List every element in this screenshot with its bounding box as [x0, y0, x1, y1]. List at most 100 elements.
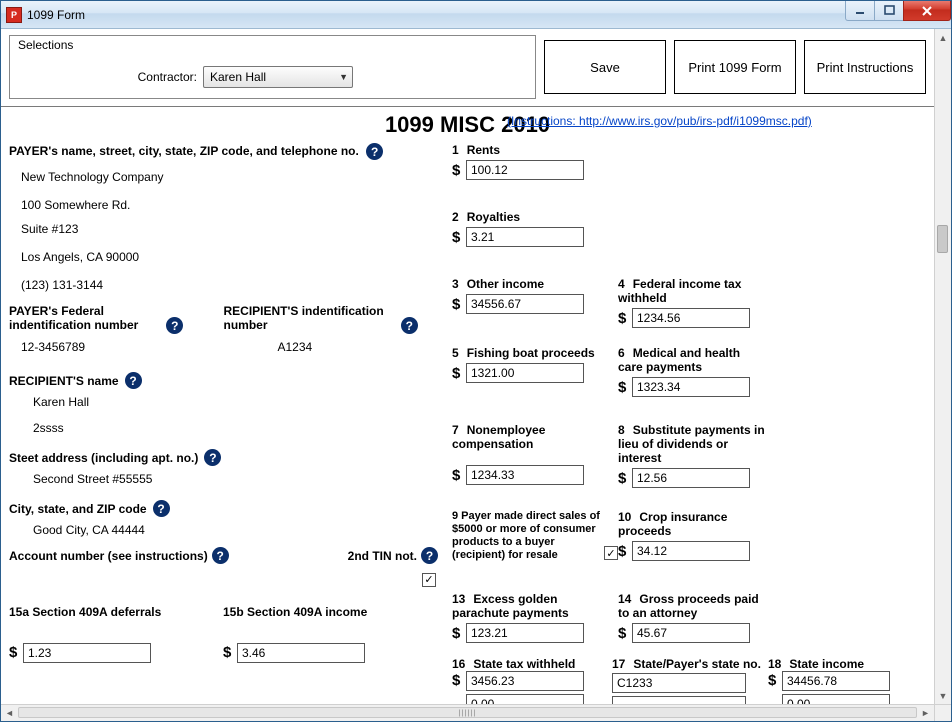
box-18a-input[interactable] — [782, 671, 890, 691]
box-18-label: State income — [789, 657, 864, 671]
print-1099-button[interactable]: Print 1099 Form — [674, 40, 796, 94]
payer-city: Los Angels, CA 90000 — [21, 250, 438, 264]
scroll-down-icon[interactable]: ▼ — [936, 687, 951, 704]
box-14-input[interactable] — [632, 623, 750, 643]
box-17a-input[interactable] — [612, 673, 746, 693]
grid-row-2: 2Royalties $ — [452, 210, 926, 259]
grid-row-1: 1Rents $ — [452, 143, 926, 192]
contractor-dropdown[interactable]: Karen Hall ▼ — [203, 66, 353, 88]
help-icon[interactable]: ? — [401, 317, 418, 334]
selections-label: Selections — [18, 38, 527, 52]
dollar-icon: $ — [452, 162, 466, 179]
help-icon[interactable]: ? — [153, 500, 170, 517]
scroll-thumb[interactable] — [18, 707, 917, 718]
box-10-input[interactable] — [632, 541, 750, 561]
scroll-up-icon[interactable]: ▲ — [936, 29, 951, 46]
box-2-input[interactable] — [466, 227, 584, 247]
instructions-link[interactable]: (Instructions: http://www.irs.gov/pub/ir… — [507, 114, 812, 128]
box-1: 1Rents $ — [452, 143, 618, 192]
dollar-icon: $ — [618, 543, 632, 560]
left-column: PAYER's name, street, city, state, ZIP c… — [9, 143, 452, 704]
second-tin-label: 2nd TIN not. — [348, 549, 417, 563]
box-15b-input[interactable] — [237, 643, 365, 663]
close-icon — [921, 5, 933, 17]
dollar-icon: $ — [9, 644, 23, 661]
right-column: 1Rents $ 2Royalties $ — [452, 143, 926, 704]
box-14: 14Gross proceeds paid to an attorney $ — [618, 592, 774, 655]
grid-row-1314: 13Excess golden parachute payments $ 14G… — [452, 592, 926, 655]
save-button[interactable]: Save — [544, 40, 666, 94]
close-button[interactable] — [903, 1, 951, 21]
box-4-input[interactable] — [632, 308, 750, 328]
payer-name: New Technology Company — [21, 170, 438, 184]
help-icon[interactable]: ? — [166, 317, 183, 334]
top-row: Selections Contractor: Karen Hall ▼ Save… — [9, 35, 926, 99]
box-15a-input[interactable] — [23, 643, 151, 663]
box-2-label: Royalties — [467, 210, 520, 224]
help-icon[interactable]: ? — [421, 547, 438, 564]
box-3-label: Other income — [467, 277, 544, 291]
grid-row-56: 5Fishing boat proceeds $ 6Medical and he… — [452, 346, 926, 409]
box-18: 18State income $ — [768, 657, 908, 704]
box-16a-input[interactable] — [466, 671, 584, 691]
help-icon[interactable]: ? — [204, 449, 221, 466]
box-17b-input[interactable] — [612, 696, 746, 704]
dollar-icon: $ — [452, 229, 466, 246]
payer-addr1: 100 Somewhere Rd. — [21, 198, 438, 212]
box-18b-input[interactable] — [782, 694, 890, 704]
scroll-left-icon[interactable]: ◄ — [1, 706, 18, 721]
app-icon: P — [6, 7, 22, 23]
scroll-track[interactable] — [935, 46, 951, 687]
maximize-button[interactable] — [874, 1, 904, 21]
street-row: Steet address (including apt. no.) ? — [9, 449, 438, 466]
box-15a-label: 15a Section 409A deferrals — [9, 605, 223, 619]
help-icon[interactable]: ? — [125, 372, 142, 389]
grip-icon — [459, 709, 477, 716]
dollar-icon: $ — [452, 625, 466, 642]
box-16b-input[interactable] — [466, 694, 584, 704]
dollar-icon: $ — [768, 672, 782, 704]
box-17-label: State/Payer's state no. — [633, 657, 761, 671]
box-6-input[interactable] — [632, 377, 750, 397]
form-body: PAYER's name, street, city, state, ZIP c… — [9, 143, 926, 704]
dollar-icon: $ — [618, 470, 632, 487]
box-15b: 15b Section 409A income $ — [223, 605, 437, 663]
help-icon[interactable]: ? — [366, 143, 383, 160]
box-5-input[interactable] — [466, 363, 584, 383]
scroll-thumb[interactable] — [937, 225, 948, 253]
grid-row-78: 7Nonemployee compensation $ 8Substitute … — [452, 423, 926, 500]
box-13-input[interactable] — [466, 623, 584, 643]
box-8-input[interactable] — [632, 468, 750, 488]
titlebar[interactable]: P 1099 Form — [1, 1, 951, 29]
box-9: 9 Payer made direct sales of $5000 or mo… — [452, 510, 618, 574]
box-3-input[interactable] — [466, 294, 584, 314]
dollar-icon: $ — [452, 672, 466, 704]
box-7: 7Nonemployee compensation $ — [452, 423, 618, 500]
acct-label: Account number (see instructions) — [9, 549, 208, 563]
scroll-right-icon[interactable]: ► — [917, 706, 934, 721]
recip-id-cell: RECIPIENT'S indentification number ? A12… — [224, 304, 439, 354]
scroll-track[interactable] — [18, 705, 917, 721]
payer-block: PAYER's name, street, city, state, ZIP c… — [9, 143, 438, 292]
box-15b-label: 15b Section 409A income — [223, 605, 437, 619]
horizontal-scrollbar[interactable]: ◄ ► — [1, 704, 934, 721]
id-pair: PAYER's Federal indentification number ?… — [9, 304, 438, 354]
help-icon[interactable]: ? — [212, 547, 229, 564]
payer-fid-label: PAYER's Federal indentification number — [9, 304, 159, 332]
minimize-button[interactable] — [845, 1, 875, 21]
box-1-input[interactable] — [466, 160, 584, 180]
selections-group: Selections Contractor: Karen Hall ▼ — [9, 35, 536, 99]
box-7-input[interactable] — [466, 465, 584, 485]
second-tin-checkbox[interactable]: ✓ — [422, 573, 436, 587]
grid-row-34: 3Other income $ 4Federal income tax with… — [452, 277, 926, 340]
city-row: City, state, and ZIP code ? — [9, 500, 438, 517]
box-4: 4Federal income tax withheld $ — [618, 277, 774, 340]
dollar-icon: $ — [223, 644, 237, 661]
box-13-label: Excess golden parachute payments — [452, 592, 569, 620]
dollar-icon: $ — [452, 296, 466, 313]
box-9-checkbox[interactable]: ✓ — [604, 546, 618, 560]
box-16-label: State tax withheld — [473, 657, 575, 671]
box-15a: 15a Section 409A deferrals $ — [9, 605, 223, 663]
vertical-scrollbar[interactable]: ▲ ▼ — [934, 29, 951, 704]
print-instructions-button[interactable]: Print Instructions — [804, 40, 926, 94]
